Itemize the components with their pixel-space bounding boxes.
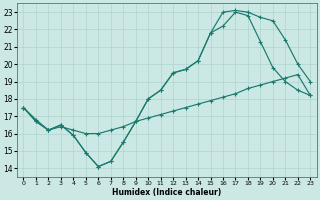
X-axis label: Humidex (Indice chaleur): Humidex (Indice chaleur) [112, 188, 221, 197]
